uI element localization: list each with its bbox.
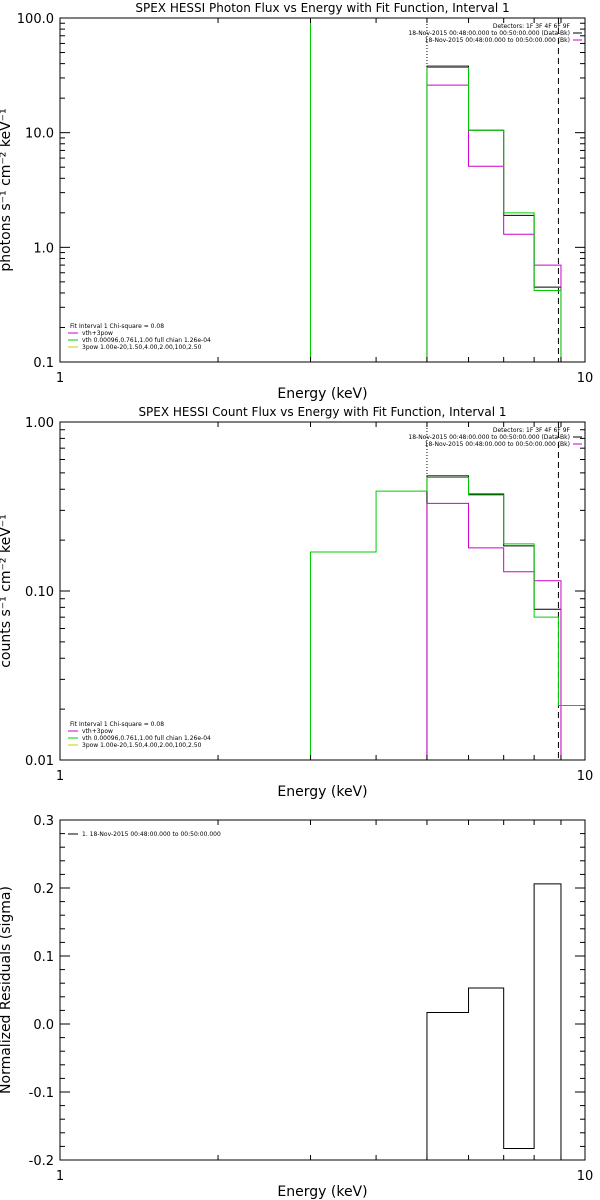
x-axis-label: Energy (keV) xyxy=(277,386,367,402)
legend-entry-3: vth 0.00096,0.761,1.00 full chian 1.26e-… xyxy=(82,337,211,344)
x-axis-label: Energy (keV) xyxy=(277,1184,367,1200)
series-2-histogram xyxy=(426,84,562,362)
legend-entry-4: 3pow 1.00e-20,1.50,4.00,2.00,100,2.50 xyxy=(82,742,202,749)
x-tick-label: 10 xyxy=(577,371,594,386)
y-tick-label: 0.0 xyxy=(33,1018,54,1033)
chart-panel-2: 1 10 0.01 0.10 1.00 SPEX HESSI Count Flux vs … xyxy=(0,405,593,800)
y-tick-label: -0.2 xyxy=(29,1154,54,1169)
info-line-1: Detectors: 1F 3F 4F 6F 9F xyxy=(493,23,571,30)
legend-entry-1: Fit Interval 1 Chi-square = 0.08 xyxy=(70,721,164,728)
x-axis-label: Energy (keV) xyxy=(277,784,367,800)
series-3-histogram xyxy=(309,476,585,760)
y-tick-label: 1.00 xyxy=(25,416,54,431)
chart-panel-3: 1 10 -0.2 -0.1 0.0 0.1 0.2 0.3 Energy (keV) Norma… xyxy=(0,814,593,1200)
info-line-1: Detectors: 1F 3F 4F 6F 9F xyxy=(493,427,571,434)
legend-entry-1: 1. 18-Nov-2015 00:48:00.000 to 00:50:00.… xyxy=(82,831,221,838)
y-tick-label: 100.0 xyxy=(17,12,54,27)
y-tick-label: 0.3 xyxy=(33,814,54,829)
plot-frame xyxy=(59,819,586,1161)
y-axis-label: counts s⁻¹ cm⁻² keV⁻¹ xyxy=(0,514,14,668)
y-axis-label: Normalized Residuals (sigma) xyxy=(0,886,14,1094)
series-1-histogram xyxy=(426,883,562,1160)
y-tick-label: 0.1 xyxy=(33,950,54,965)
info-line-2: 18-Nov-2015 00:48:00.000 to 00:50:00.000… xyxy=(408,434,570,441)
y-tick-label: 0.1 xyxy=(33,356,54,371)
plot-frame xyxy=(59,421,586,761)
series-2-histogram xyxy=(426,502,562,760)
series-4-histogram xyxy=(309,18,427,362)
legend-entry-2: vth+3pow xyxy=(82,728,113,735)
y-axis-label: photons s⁻¹ cm⁻² keV⁻¹ xyxy=(0,108,14,271)
chart-panel-1: 1 10 0.1 1.0 10.0 100.0 SPEX HESSI Photon Flux… xyxy=(0,1,593,402)
y-tick-label: 0.2 xyxy=(33,882,54,897)
y-tick-label: 1.0 xyxy=(33,241,54,256)
series-3-histogram xyxy=(426,67,562,362)
y-tick-label: 10.0 xyxy=(25,127,54,142)
series-1-histogram xyxy=(426,475,562,760)
plot-area xyxy=(309,422,585,760)
x-tick-label: 1 xyxy=(56,371,64,386)
plot-area xyxy=(426,883,562,1160)
x-tick-label: 10 xyxy=(577,1169,594,1184)
x-tick-label: 10 xyxy=(577,769,594,784)
series-1-histogram xyxy=(426,65,562,362)
chart-title: SPEX HESSI Count Flux vs Energy with Fit… xyxy=(138,405,506,419)
info-line-3: 18-Nov-2015 00:48:00.000 to 00:50:00.000… xyxy=(425,441,570,448)
legend-entry-1: Fit Interval 1 Chi-square = 0.08 xyxy=(70,323,164,330)
plot-frame xyxy=(59,17,586,363)
legend-entry-3: vth 0.00096,0.761,1.00 full chian 1.26e-… xyxy=(82,735,211,742)
x-tick-label: 1 xyxy=(56,1169,64,1184)
legend-entry-4: 3pow 1.00e-20,1.50,4.00,2.00,100,2.50 xyxy=(82,344,202,351)
info-line-3: 18-Nov-2015 00:48:00.000 to 00:50:00.000… xyxy=(425,37,570,44)
y-tick-label: 0.01 xyxy=(25,754,54,769)
x-tick-label: 1 xyxy=(56,769,64,784)
y-tick-label: 0.10 xyxy=(25,585,54,600)
legend-entry-2: vth+3pow xyxy=(82,330,113,337)
chart-title: SPEX HESSI Photon Flux vs Energy with Fi… xyxy=(135,1,509,15)
info-line-2: 18-Nov-2015 00:48:00.000 to 00:50:00.000… xyxy=(408,30,570,37)
plot-area xyxy=(309,18,585,362)
y-tick-label: -0.1 xyxy=(29,1086,54,1101)
